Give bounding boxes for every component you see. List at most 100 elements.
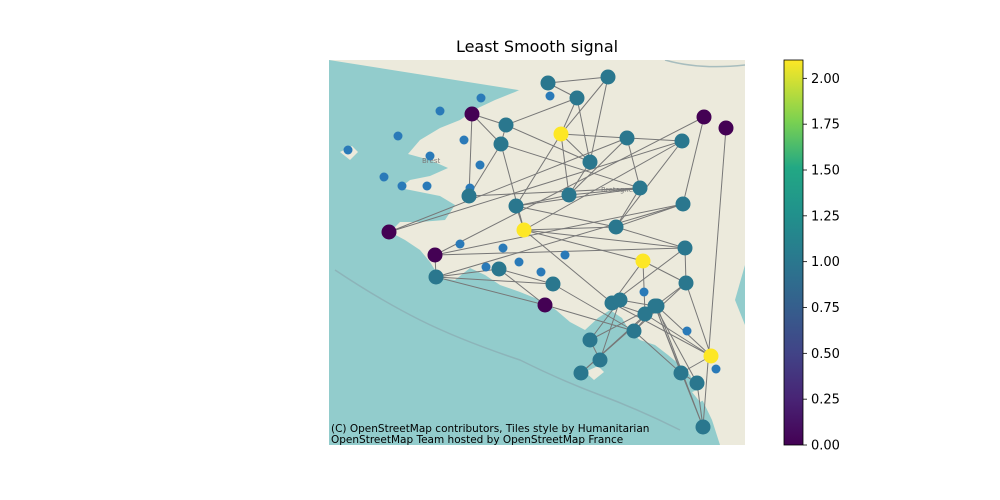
- colorbar-tick-label: 0.75: [811, 301, 840, 316]
- small-node: [435, 106, 445, 116]
- graph-edge: [515, 194, 570, 207]
- graph-node: [381, 224, 397, 240]
- map-label-city: Brest: [422, 157, 440, 165]
- graph-edge: [633, 330, 682, 374]
- graph-node: [718, 120, 734, 136]
- colorbar-tick-label: 1.00: [811, 255, 840, 270]
- small-node: [536, 267, 546, 277]
- graph-node: [508, 198, 524, 214]
- small-node: [560, 250, 570, 260]
- small-node: [475, 160, 485, 170]
- graph-node: [537, 297, 553, 313]
- small-node: [639, 287, 649, 297]
- graph-node: [675, 196, 691, 212]
- graph-node: [600, 69, 616, 85]
- graph-node: [540, 75, 556, 91]
- graph-edge: [576, 97, 591, 163]
- graph-edge: [568, 187, 641, 196]
- graph-node: [632, 180, 648, 196]
- graph-edge: [552, 283, 635, 332]
- graph-node: [626, 323, 642, 339]
- colorbar-tick-label: 0.50: [811, 347, 840, 362]
- graph-node: [696, 109, 712, 125]
- graph-node: [493, 136, 509, 152]
- graph-edge: [523, 226, 617, 231]
- small-node: [481, 262, 491, 272]
- graph-node: [677, 240, 693, 256]
- graph-edge: [505, 124, 591, 163]
- graph-edge: [547, 76, 609, 84]
- graph-edge: [599, 299, 621, 361]
- graph-node: [545, 276, 561, 292]
- small-node: [425, 151, 435, 161]
- graph-node: [637, 306, 653, 322]
- small-node: [459, 135, 469, 145]
- graph-edge: [468, 187, 641, 197]
- small-node: [422, 181, 432, 191]
- colorbar-tick-label: 2.00: [811, 72, 840, 87]
- small-node: [498, 243, 508, 253]
- chart-title: Least Smooth signal: [456, 37, 618, 56]
- map-panel: Brest Bretagne: [329, 60, 745, 445]
- graph-edge: [523, 229, 613, 304]
- graph-node: [612, 292, 628, 308]
- maritime-boundary-line: [334, 269, 681, 431]
- graph-edge: [523, 140, 683, 231]
- colorbar-tick-label: 0.25: [811, 393, 840, 408]
- colorbar-tick-label: 0.00: [811, 439, 840, 454]
- small-node: [545, 91, 555, 101]
- graph-edge: [388, 140, 683, 233]
- small-node: [476, 93, 486, 103]
- graph-node: [608, 219, 624, 235]
- graph-edge: [568, 137, 628, 196]
- graph-edge: [434, 247, 686, 256]
- graph-edge: [434, 116, 705, 256]
- island-glenan: [585, 366, 604, 380]
- graph-edge: [615, 226, 686, 249]
- graph-edge: [515, 133, 562, 207]
- graph-node: [516, 222, 532, 238]
- graph-edge: [515, 205, 617, 228]
- colorbar-tick-label: 1.75: [811, 118, 840, 133]
- island-east: [692, 386, 712, 402]
- small-node: [455, 239, 465, 249]
- graph-node: [573, 365, 589, 381]
- maritime-boundary-line-north: [664, 60, 745, 68]
- graph-nodes: [381, 69, 734, 435]
- graph-edge: [615, 187, 641, 228]
- graph-edge: [685, 282, 712, 357]
- graph-node: [582, 154, 598, 170]
- graph-node: [673, 365, 689, 381]
- graph-edge: [642, 260, 687, 284]
- attribution-line-1: (C) OpenStreetMap contributors, Tiles st…: [331, 423, 649, 435]
- graph-node: [498, 117, 514, 133]
- graph-node: [619, 130, 635, 146]
- graph-node: [674, 133, 690, 149]
- graph-edge: [560, 76, 609, 135]
- graph-edge: [626, 137, 641, 189]
- small-node: [514, 257, 524, 267]
- graph-node: [428, 269, 444, 285]
- graph-edge: [654, 305, 682, 374]
- graph-node: [695, 419, 711, 435]
- graph-edge: [498, 268, 554, 285]
- graph-node: [582, 332, 598, 348]
- small-node: [397, 181, 407, 191]
- graph-edge: [589, 76, 609, 163]
- graph-edge: [435, 203, 684, 278]
- graph-node: [464, 106, 480, 122]
- graph-edge: [611, 302, 712, 357]
- small-node: [711, 364, 721, 374]
- graph-node: [592, 352, 608, 368]
- graph-node: [461, 188, 477, 204]
- small-node: [379, 172, 389, 182]
- graph-edge: [435, 276, 554, 285]
- graph-edge: [654, 305, 698, 384]
- graph-edge: [615, 203, 684, 228]
- small-node: [682, 326, 692, 336]
- graph-node: [491, 261, 507, 277]
- small-node: [343, 145, 353, 155]
- graph-node: [561, 187, 577, 203]
- graph-edge: [500, 143, 525, 231]
